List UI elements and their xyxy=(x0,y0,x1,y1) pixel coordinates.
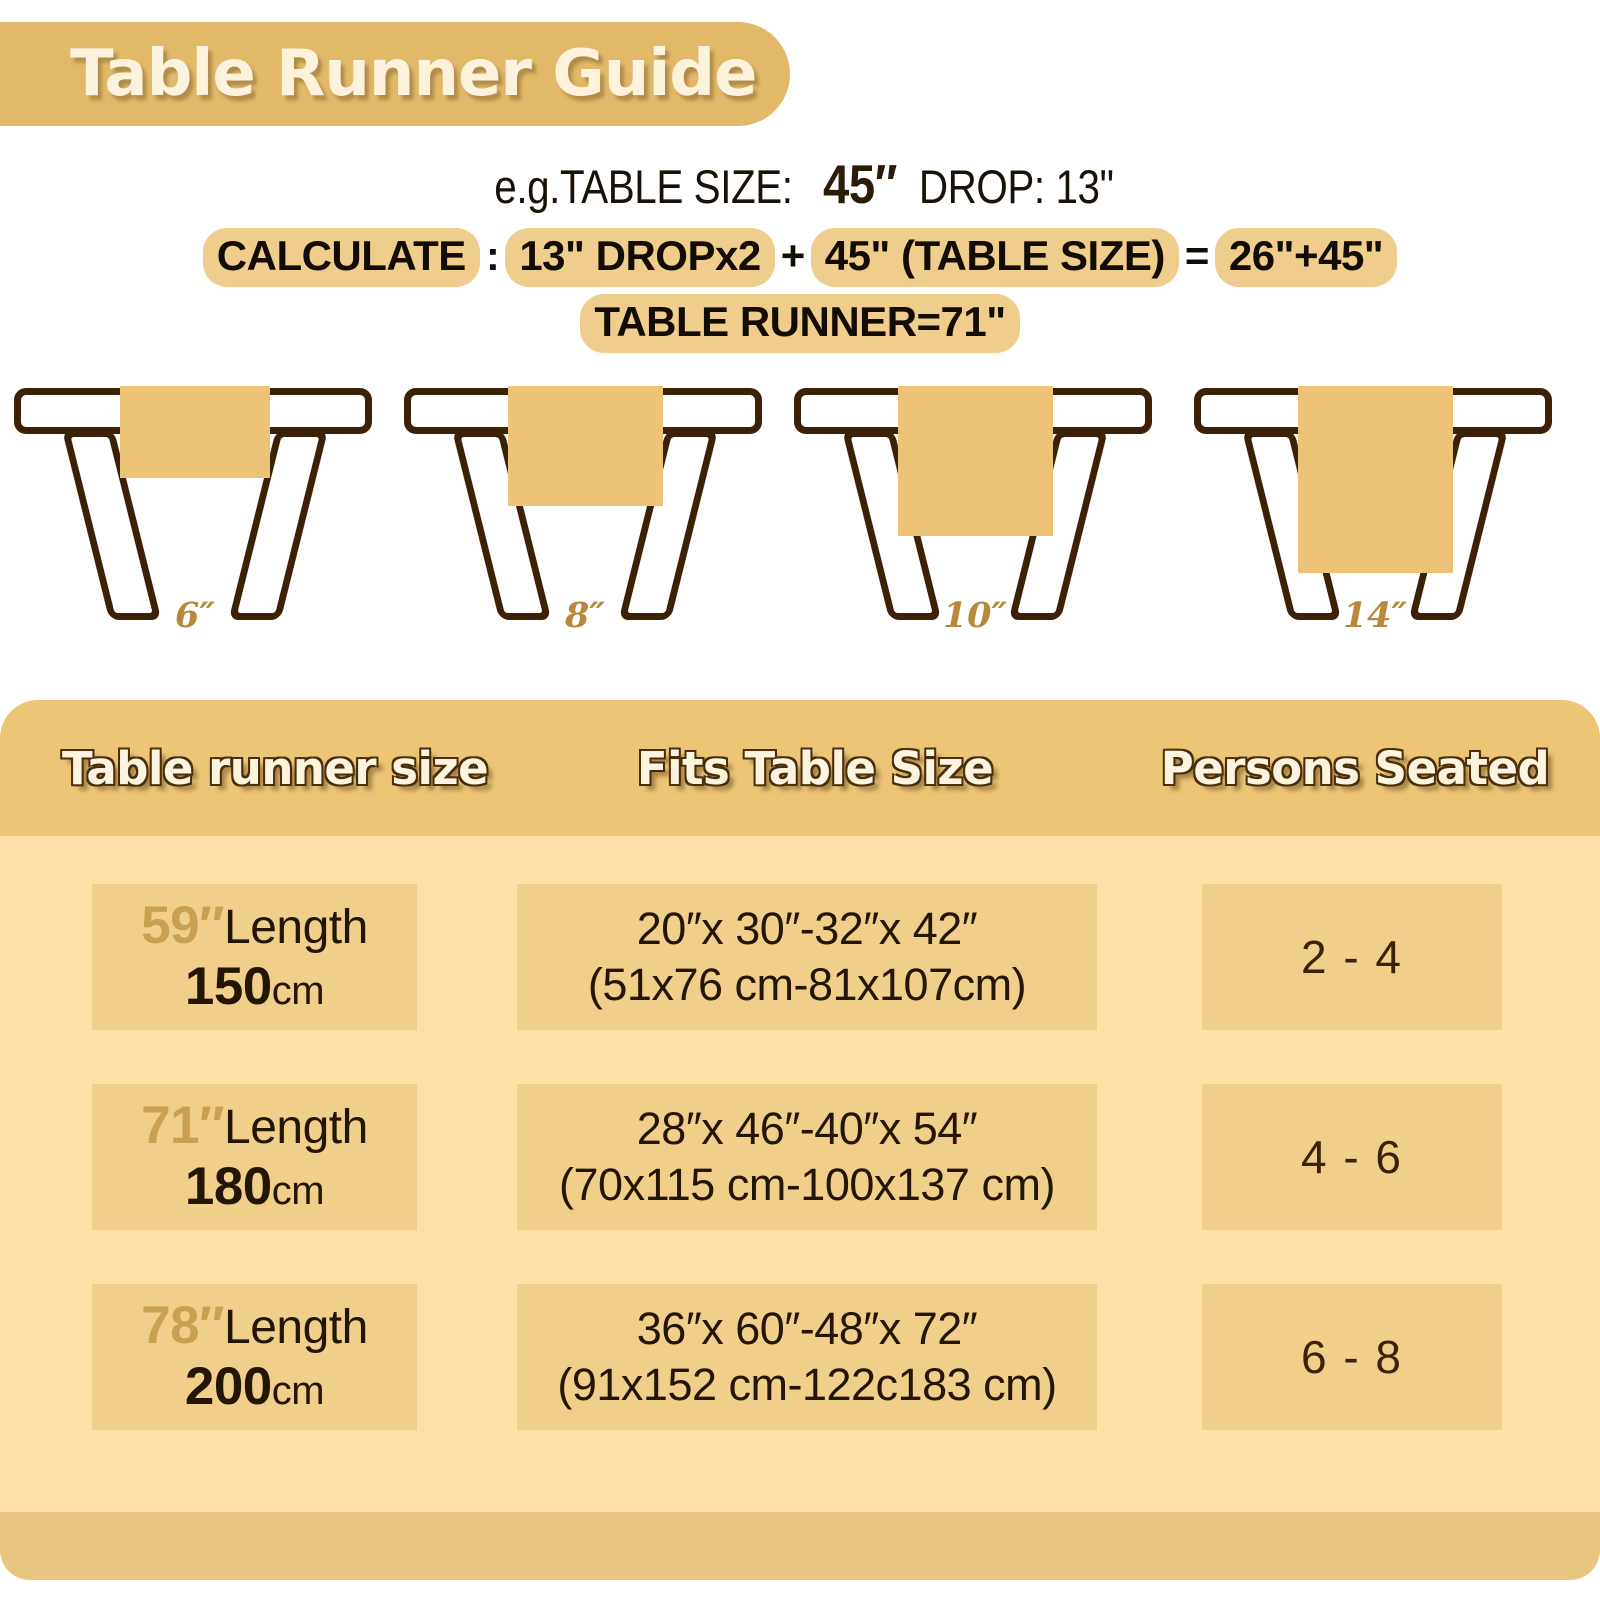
table-runner-swatch xyxy=(508,386,663,506)
page-title: Table Runner Guide xyxy=(70,37,757,111)
calc1-segment-1: : xyxy=(485,232,500,279)
drop-length-label: 10″ xyxy=(942,595,1008,636)
calculation-line-2: TABLE RUNNER=71" xyxy=(0,294,1600,353)
calc1-segment-5: = xyxy=(1184,232,1210,279)
cell-runner-size: 78″Length 200cm xyxy=(92,1284,417,1430)
calculation-line-1: CALCULATE:13" DROPx2 +45" (TABLE SIZE) = 26… xyxy=(0,228,1600,287)
example-table-size: 45″ xyxy=(823,153,898,215)
table-diagram-3: 10″ xyxy=(780,376,1170,648)
runner-size-cm: 200cm xyxy=(184,1357,325,1416)
card-footer-band xyxy=(0,1512,1600,1580)
example-drop: DROP: 13" xyxy=(919,160,1114,213)
fits-inches: 28″x 46″-40″x 54″ xyxy=(636,1102,978,1154)
title-banner: Table Runner Guide xyxy=(0,22,790,126)
column-header-runner-size: Table runner size xyxy=(62,741,489,795)
drop-length-label: 14″ xyxy=(1342,595,1408,636)
persons-seated-value: 6 - 8 xyxy=(1300,1331,1404,1383)
cell-fits-table-size: 36″x 60″-48″x 72″ (91x152 cm-122c183 cm) xyxy=(517,1284,1097,1430)
table-row: 71″Length 180cm 28″x 46″-40″x 54″ (70x115 c… xyxy=(0,1082,1600,1232)
column-header-fits-table-size: Fits Table Size xyxy=(636,741,994,795)
fits-inches: 36″x 60″-48″x 72″ xyxy=(636,1302,978,1354)
table-row: 78″Length 200cm 36″x 60″-48″x 72″ (91x152 c… xyxy=(0,1282,1600,1432)
cell-persons-seated: 2 - 4 xyxy=(1202,884,1502,1030)
size-chart-header-row: Table runner size Fits Table Size Person… xyxy=(0,700,1600,836)
cell-runner-size: 71″Length 180cm xyxy=(92,1084,417,1230)
example-line: e.g.TABLE SIZE: 45″ DROP: 13" xyxy=(0,152,1600,216)
fits-cm: (91x152 cm-122c183 cm) xyxy=(557,1359,1057,1410)
cell-persons-seated: 4 - 6 xyxy=(1202,1084,1502,1230)
calc1-segment-2: 13" DROPx2 xyxy=(505,228,775,287)
cell-runner-size: 59″Length 150cm xyxy=(92,884,417,1030)
table-diagram-4: 14″ xyxy=(1180,376,1570,648)
runner-size-cm: 180cm xyxy=(184,1157,325,1216)
calc1-segment-3: + xyxy=(780,232,806,279)
table-runner-swatch xyxy=(120,386,270,478)
calc1-segment-4: 45" (TABLE SIZE) xyxy=(810,228,1179,287)
size-chart-card: Table runner size Fits Table Size Person… xyxy=(0,700,1600,1580)
cell-fits-table-size: 20″x 30″-32″x 42″ (51x76 cm-81x107cm) xyxy=(517,884,1097,1030)
drop-length-label: 6″ xyxy=(175,595,215,636)
drop-length-label: 8″ xyxy=(565,595,605,636)
column-header-persons-seated: Persons Seated xyxy=(1160,741,1550,795)
calc1-segment-6: 26"+45" xyxy=(1214,228,1398,287)
persons-seated-value: 2 - 4 xyxy=(1300,931,1404,983)
cell-fits-table-size: 28″x 46″-40″x 54″ (70x115 cm-100x137 cm) xyxy=(517,1084,1097,1230)
runner-size-inches: 71″Length xyxy=(141,1096,368,1156)
calc2-segment-0: TABLE RUNNER=71" xyxy=(580,294,1020,353)
fits-cm: (70x115 cm-100x137 cm) xyxy=(559,1159,1055,1210)
table-diagram-1: 6″ xyxy=(0,376,390,648)
fits-inches: 20″x 30″-32″x 42″ xyxy=(636,902,978,954)
persons-seated-value: 4 - 6 xyxy=(1300,1131,1404,1183)
table-row: 59″Length 150cm 20″x 30″-32″x 42″ (51x76 cm… xyxy=(0,882,1600,1032)
table-runner-swatch xyxy=(898,386,1053,536)
runner-size-cm: 150cm xyxy=(184,957,325,1016)
example-prefix: e.g.TABLE SIZE: xyxy=(494,160,794,213)
calc1-segment-0: CALCULATE xyxy=(202,228,480,287)
runner-size-inches: 78″Length xyxy=(141,1296,368,1356)
cell-persons-seated: 6 - 8 xyxy=(1202,1284,1502,1430)
table-drop-diagrams: 6″ 8″ 10″ 14″ xyxy=(0,376,1600,648)
table-diagram-2: 8″ xyxy=(390,376,780,648)
table-runner-swatch xyxy=(1298,386,1453,573)
fits-cm: (51x76 cm-81x107cm) xyxy=(587,959,1027,1010)
runner-size-inches: 59″Length xyxy=(141,896,368,956)
